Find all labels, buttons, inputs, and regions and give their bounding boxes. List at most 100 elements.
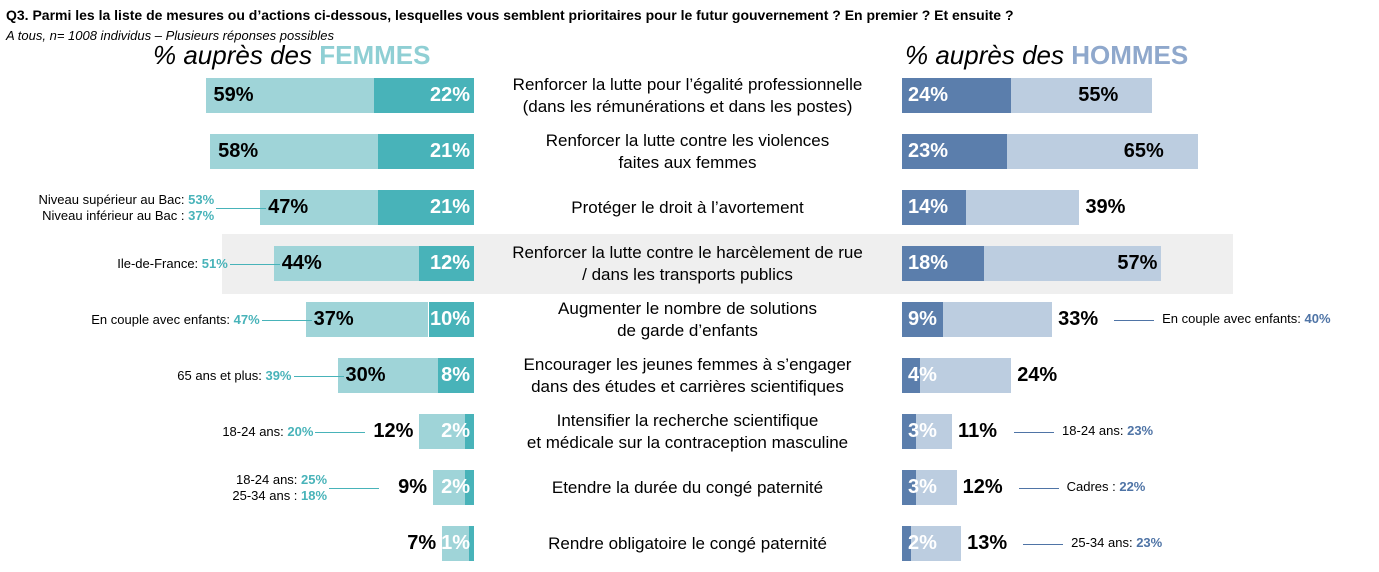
women-total-bar	[205, 78, 374, 113]
annotation-value: 22%	[1119, 478, 1146, 494]
men-total-bar	[965, 190, 1080, 225]
annotation-line: En couple avec enfants: 47%	[91, 312, 259, 328]
measure-label-line: dans des études et carrières scientifiqu…	[531, 376, 844, 396]
women-total-bar	[210, 134, 379, 169]
men-total-bar	[1011, 78, 1153, 113]
women-first-bar	[378, 134, 474, 169]
measure-label: Encourager les jeunes femmes à s’engager…	[480, 354, 895, 398]
women-annotation: 18-24 ans: 20%	[222, 424, 313, 440]
annotation-label: Ile-de-France:	[117, 255, 202, 271]
women-total-value: 59%	[213, 84, 254, 106]
annotation-line: 18-24 ans: 25%	[232, 472, 327, 488]
women-first-bar	[469, 526, 474, 561]
men-total-value: 39%	[1085, 196, 1126, 218]
men-total-value: 33%	[1058, 308, 1099, 330]
men-first-bar	[902, 190, 966, 225]
annotation-connector	[1023, 543, 1064, 545]
annotation-line: 65 ans et plus: 39%	[177, 368, 291, 384]
women-first-value: 2%	[441, 476, 470, 498]
men-first-bar	[902, 358, 921, 393]
annotation-label: 18-24 ans:	[222, 423, 288, 439]
men-total-value: 24%	[1017, 364, 1058, 386]
annotation-connector	[1114, 319, 1155, 321]
annotation-line: 18-24 ans: 20%	[222, 424, 313, 440]
annotation-line: Niveau supérieur au Bac: 53%	[39, 192, 215, 208]
women-first-bar	[464, 414, 474, 449]
men-total-value: 57%	[1117, 252, 1158, 274]
men-total-value: 13%	[967, 532, 1008, 554]
men-total-value: 11%	[958, 420, 997, 442]
men-first-bar	[902, 78, 1012, 113]
men-total-bar	[920, 358, 1012, 393]
annotation-line: Ile-de-France: 51%	[117, 256, 228, 272]
annotation-value: 51%	[201, 255, 228, 271]
measure-label-line: Renforcer la lutte contre le harcèlement…	[512, 242, 863, 262]
measure-label: Rendre obligatoire le congé paternité	[480, 533, 895, 555]
annotation-line: Niveau inférieur au Bac : 37%	[39, 207, 214, 224]
measure-label-line: Augmenter le nombre de solutions	[558, 298, 817, 318]
women-total-value: 47%	[268, 196, 309, 218]
women-panel-group: FEMMES	[319, 40, 431, 70]
annotation-label: 65 ans et plus:	[177, 367, 266, 383]
annotation-connector	[261, 319, 312, 321]
men-total-value: 12%	[962, 476, 1003, 498]
measure-label: Renforcer la lutte contre les violences f…	[480, 130, 895, 174]
women-first-bar	[428, 302, 474, 337]
women-total-value: 44%	[281, 252, 322, 274]
women-first-bar	[419, 246, 474, 281]
annotation-connector	[293, 375, 344, 377]
women-total-bar	[433, 470, 465, 505]
men-first-value: 23%	[908, 140, 949, 162]
women-total-bar	[273, 246, 420, 281]
annotation-label: 25-34 ans :	[232, 487, 302, 503]
annotation-value: 23%	[1136, 534, 1163, 550]
annotation-connector	[216, 207, 267, 209]
men-first-value: 3%	[908, 476, 937, 498]
men-annotation: Cadres : 22%	[1067, 479, 1146, 495]
women-total-bar	[337, 358, 438, 393]
women-total-bar	[442, 526, 470, 561]
men-panel-title: % auprès des HOMMES	[905, 40, 1188, 71]
annotation-label: Niveau supérieur au Bac:	[38, 191, 189, 207]
men-total-bar	[915, 470, 957, 505]
annotation-value: 18%	[301, 487, 328, 503]
measure-label: Intensifier la recherche scientifique et …	[480, 410, 895, 454]
men-total-bar	[983, 246, 1162, 281]
measure-label-line: faites aux femmes	[618, 152, 757, 172]
annotation-connector	[329, 487, 380, 489]
women-total-value: 12%	[373, 420, 414, 442]
annotation-value: 23%	[1127, 422, 1154, 438]
measure-label: Renforcer la lutte contre le harcèlement…	[480, 242, 895, 286]
annotation-label: 18-24 ans:	[1062, 422, 1128, 438]
annotation-value: 20%	[287, 423, 314, 439]
men-total-value: 65%	[1123, 140, 1164, 162]
men-first-bar	[902, 526, 912, 561]
annotation-label: 18-24 ans:	[235, 471, 302, 487]
annotation-value: 25%	[301, 471, 328, 487]
women-annotation: Ile-de-France: 51%	[117, 256, 228, 272]
men-total-bar	[915, 414, 953, 449]
annotation-label: Niveau inférieur au Bac :	[42, 207, 189, 223]
women-first-value: 2%	[441, 420, 470, 442]
question-title: Q3. Parmi les la liste de mesures ou d’a…	[6, 7, 1014, 23]
men-total-bar	[911, 526, 962, 561]
men-annotation: 18-24 ans: 23%	[1062, 423, 1153, 439]
women-panel-title: % auprès des FEMMES	[153, 40, 430, 71]
women-first-bar	[437, 358, 474, 393]
women-first-value: 21%	[429, 196, 470, 218]
annotation-connector	[315, 431, 366, 433]
women-total-value: 58%	[218, 140, 259, 162]
men-first-value: 14%	[908, 196, 949, 218]
measure-label: Etendre la durée du congé paternité	[480, 477, 895, 499]
measure-label-line: Renforcer la lutte pour l’égalité profes…	[512, 74, 863, 94]
men-first-bar	[902, 470, 916, 505]
women-total-value: 37%	[313, 308, 354, 330]
men-first-bar	[902, 302, 943, 337]
annotation-connector	[229, 263, 280, 265]
annotation-value: 39%	[265, 367, 292, 383]
annotation-line: 25-34 ans : 18%	[232, 488, 327, 504]
men-first-value: 4%	[908, 364, 937, 386]
women-first-bar	[464, 470, 474, 505]
measure-label: Augmenter le nombre de solutions de garde…	[480, 298, 895, 342]
women-first-value: 12%	[429, 252, 470, 274]
